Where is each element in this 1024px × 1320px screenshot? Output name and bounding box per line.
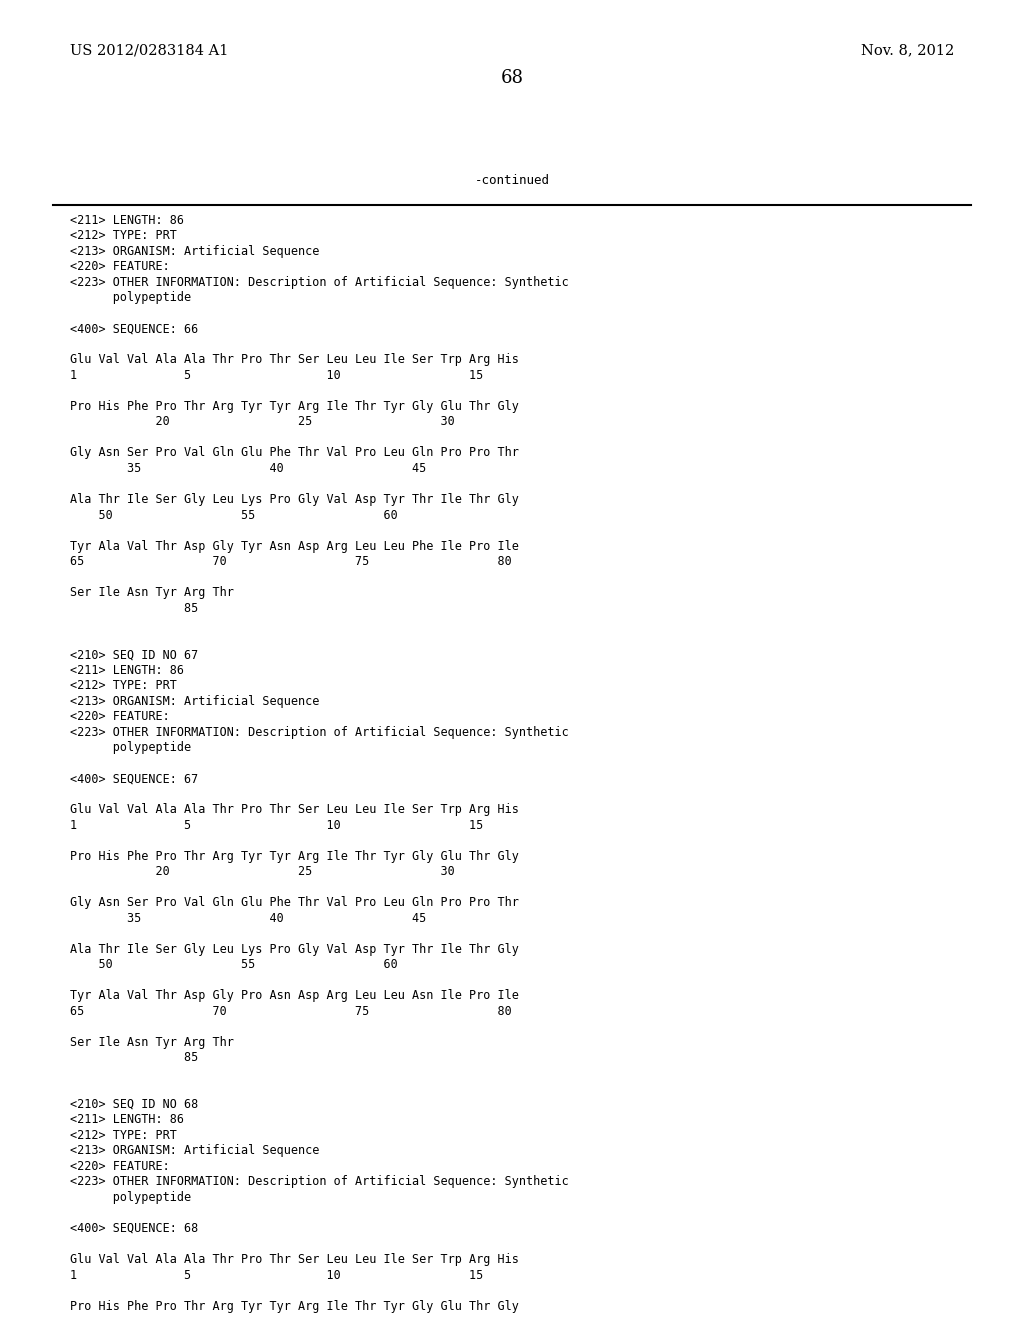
- Text: -continued: -continued: [474, 174, 550, 187]
- Text: <223> OTHER INFORMATION: Description of Artificial Sequence: Synthetic: <223> OTHER INFORMATION: Description of …: [70, 276, 568, 289]
- Text: <223> OTHER INFORMATION: Description of Artificial Sequence: Synthetic: <223> OTHER INFORMATION: Description of …: [70, 726, 568, 739]
- Text: <220> FEATURE:: <220> FEATURE:: [70, 710, 169, 723]
- Text: <223> OTHER INFORMATION: Description of Artificial Sequence: Synthetic: <223> OTHER INFORMATION: Description of …: [70, 1176, 568, 1188]
- Text: 65                  70                  75                  80: 65 70 75 80: [70, 556, 511, 568]
- Text: <210> SEQ ID NO 67: <210> SEQ ID NO 67: [70, 648, 198, 661]
- Text: Pro His Phe Pro Thr Arg Tyr Tyr Arg Ile Thr Tyr Gly Glu Thr Gly: Pro His Phe Pro Thr Arg Tyr Tyr Arg Ile …: [70, 1299, 518, 1312]
- Text: <210> SEQ ID NO 68: <210> SEQ ID NO 68: [70, 1098, 198, 1111]
- Text: Glu Val Val Ala Ala Thr Pro Thr Ser Leu Leu Ile Ser Trp Arg His: Glu Val Val Ala Ala Thr Pro Thr Ser Leu …: [70, 1253, 518, 1266]
- Text: Tyr Ala Val Thr Asp Gly Tyr Asn Asp Arg Leu Leu Phe Ile Pro Ile: Tyr Ala Val Thr Asp Gly Tyr Asn Asp Arg …: [70, 540, 518, 553]
- Text: polypeptide: polypeptide: [70, 742, 190, 754]
- Text: 1               5                   10                  15: 1 5 10 15: [70, 818, 483, 832]
- Text: <212> TYPE: PRT: <212> TYPE: PRT: [70, 230, 176, 243]
- Text: <211> LENGTH: 86: <211> LENGTH: 86: [70, 214, 183, 227]
- Text: <213> ORGANISM: Artificial Sequence: <213> ORGANISM: Artificial Sequence: [70, 1144, 319, 1158]
- Text: 65                  70                  75                  80: 65 70 75 80: [70, 1005, 511, 1018]
- Text: <212> TYPE: PRT: <212> TYPE: PRT: [70, 1129, 176, 1142]
- Text: 85: 85: [70, 1051, 198, 1064]
- Text: <213> ORGANISM: Artificial Sequence: <213> ORGANISM: Artificial Sequence: [70, 244, 319, 257]
- Text: Ser Ile Asn Tyr Arg Thr: Ser Ile Asn Tyr Arg Thr: [70, 586, 233, 599]
- Text: 85: 85: [70, 602, 198, 615]
- Text: Gly Asn Ser Pro Val Gln Glu Phe Thr Val Pro Leu Gln Pro Pro Thr: Gly Asn Ser Pro Val Gln Glu Phe Thr Val …: [70, 896, 518, 909]
- Text: <212> TYPE: PRT: <212> TYPE: PRT: [70, 678, 176, 692]
- Text: US 2012/0283184 A1: US 2012/0283184 A1: [70, 44, 228, 58]
- Text: <400> SEQUENCE: 68: <400> SEQUENCE: 68: [70, 1222, 198, 1236]
- Text: 68: 68: [501, 69, 523, 87]
- Text: Ala Thr Ile Ser Gly Leu Lys Pro Gly Val Asp Tyr Thr Ile Thr Gly: Ala Thr Ile Ser Gly Leu Lys Pro Gly Val …: [70, 494, 518, 506]
- Text: <211> LENGTH: 86: <211> LENGTH: 86: [70, 664, 183, 677]
- Text: Nov. 8, 2012: Nov. 8, 2012: [861, 44, 954, 58]
- Text: 50                  55                  60: 50 55 60: [70, 508, 397, 521]
- Text: Pro His Phe Pro Thr Arg Tyr Tyr Arg Ile Thr Tyr Gly Glu Thr Gly: Pro His Phe Pro Thr Arg Tyr Tyr Arg Ile …: [70, 850, 518, 863]
- Text: <213> ORGANISM: Artificial Sequence: <213> ORGANISM: Artificial Sequence: [70, 694, 319, 708]
- Text: Ser Ile Asn Tyr Arg Thr: Ser Ile Asn Tyr Arg Thr: [70, 1036, 233, 1049]
- Text: 35                  40                  45: 35 40 45: [70, 912, 426, 925]
- Text: 50                  55                  60: 50 55 60: [70, 958, 397, 972]
- Text: Glu Val Val Ala Ala Thr Pro Thr Ser Leu Leu Ile Ser Trp Arg His: Glu Val Val Ala Ala Thr Pro Thr Ser Leu …: [70, 803, 518, 816]
- Text: <400> SEQUENCE: 66: <400> SEQUENCE: 66: [70, 322, 198, 335]
- Text: <400> SEQUENCE: 67: <400> SEQUENCE: 67: [70, 772, 198, 785]
- Text: Tyr Ala Val Thr Asp Gly Pro Asn Asp Arg Leu Leu Asn Ile Pro Ile: Tyr Ala Val Thr Asp Gly Pro Asn Asp Arg …: [70, 990, 518, 1002]
- Text: 35                  40                  45: 35 40 45: [70, 462, 426, 475]
- Text: polypeptide: polypeptide: [70, 292, 190, 305]
- Text: 1               5                   10                  15: 1 5 10 15: [70, 370, 483, 381]
- Text: Glu Val Val Ala Ala Thr Pro Thr Ser Leu Leu Ile Ser Trp Arg His: Glu Val Val Ala Ala Thr Pro Thr Ser Leu …: [70, 354, 518, 367]
- Text: 20                  25                  30: 20 25 30: [70, 866, 455, 878]
- Text: <211> LENGTH: 86: <211> LENGTH: 86: [70, 1114, 183, 1126]
- Text: <220> FEATURE:: <220> FEATURE:: [70, 1160, 169, 1173]
- Text: Ala Thr Ile Ser Gly Leu Lys Pro Gly Val Asp Tyr Thr Ile Thr Gly: Ala Thr Ile Ser Gly Leu Lys Pro Gly Val …: [70, 942, 518, 956]
- Text: Gly Asn Ser Pro Val Gln Glu Phe Thr Val Pro Leu Gln Pro Pro Thr: Gly Asn Ser Pro Val Gln Glu Phe Thr Val …: [70, 446, 518, 459]
- Text: 1               5                   10                  15: 1 5 10 15: [70, 1269, 483, 1282]
- Text: Pro His Phe Pro Thr Arg Tyr Tyr Arg Ile Thr Tyr Gly Glu Thr Gly: Pro His Phe Pro Thr Arg Tyr Tyr Arg Ile …: [70, 400, 518, 413]
- Text: <220> FEATURE:: <220> FEATURE:: [70, 260, 169, 273]
- Text: polypeptide: polypeptide: [70, 1191, 190, 1204]
- Text: 20                  25                  30: 20 25 30: [70, 416, 455, 429]
